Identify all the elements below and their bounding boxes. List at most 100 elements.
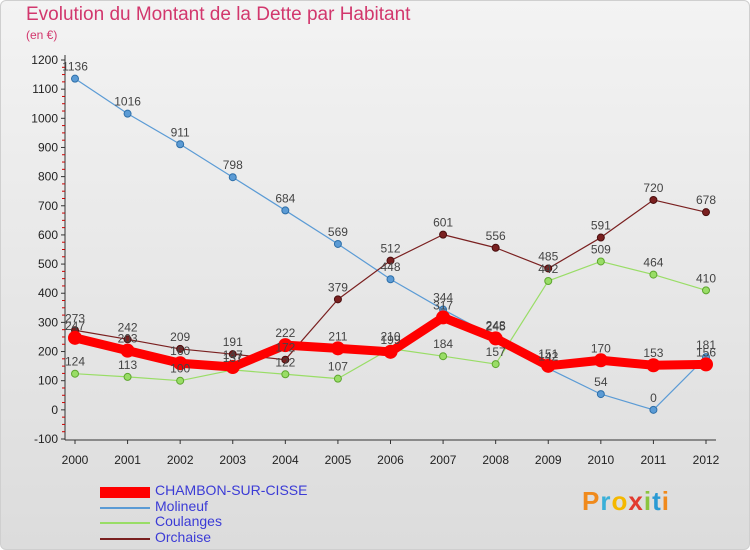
x-tick-label: 2007 (430, 453, 457, 467)
x-tick-label: 2002 (167, 453, 194, 467)
data-point (281, 355, 290, 364)
data-label: 0 (650, 391, 657, 405)
legend-label: CHAMBON-SUR-CISSE (155, 482, 308, 498)
data-label: 142 (538, 349, 558, 363)
data-label: 184 (433, 337, 453, 351)
data-point (383, 344, 398, 359)
data-label: 684 (275, 191, 295, 205)
y-tick-label: 200 (38, 345, 58, 359)
data-label: 222 (275, 326, 295, 340)
data-label: 509 (591, 242, 611, 256)
x-tick-label: 2006 (377, 453, 404, 467)
data-label: 678 (696, 193, 716, 207)
data-label: 556 (486, 229, 506, 243)
data-point (386, 256, 395, 265)
data-label: 485 (538, 249, 558, 263)
x-tick-label: 2005 (325, 453, 352, 467)
data-label: 113 (118, 358, 137, 372)
data-point (491, 243, 500, 252)
data-point (123, 372, 132, 381)
data-point (123, 335, 132, 344)
data-point (281, 206, 290, 215)
data-point (439, 352, 448, 361)
data-label: 601 (433, 216, 453, 230)
y-tick-label: 300 (38, 315, 58, 329)
data-label: 1016 (114, 95, 141, 109)
x-tick-label: 2004 (272, 453, 299, 467)
data-label: 170 (591, 341, 611, 355)
legend-swatch (100, 522, 150, 524)
data-point (176, 376, 185, 385)
data-label: 181 (696, 338, 716, 352)
x-tick-label: 2009 (535, 453, 562, 467)
data-label: 448 (380, 260, 400, 274)
data-point (593, 353, 608, 368)
data-label: 107 (328, 360, 348, 374)
y-tick-label: 1200 (31, 53, 58, 67)
y-tick-label: -100 (34, 432, 58, 446)
y-tick-label: 800 (38, 170, 58, 184)
data-point (488, 331, 503, 346)
data-point (439, 230, 448, 239)
legend-swatch (100, 507, 150, 509)
x-tick-label: 2000 (62, 453, 89, 467)
data-label: 720 (643, 181, 663, 195)
x-tick-label: 2003 (219, 453, 246, 467)
data-label: 210 (380, 330, 400, 344)
data-point (699, 357, 713, 372)
data-label: 410 (696, 271, 716, 285)
data-point (228, 173, 237, 182)
data-label: 247 (65, 319, 85, 333)
x-tick-label: 2010 (587, 453, 614, 467)
legend-swatch (100, 486, 150, 498)
data-point (491, 360, 500, 369)
data-label: 273 (65, 311, 85, 325)
data-label: 157 (486, 345, 506, 359)
data-point (173, 356, 188, 371)
data-point (649, 405, 658, 414)
chart-subtitle: (en €) (26, 28, 58, 42)
y-tick-label: 900 (38, 140, 58, 154)
data-point (596, 257, 605, 266)
data-point (596, 233, 605, 242)
y-tick-label: 500 (38, 257, 58, 271)
data-label: 591 (591, 219, 611, 233)
data-label: 379 (328, 280, 348, 294)
data-point (176, 140, 185, 149)
y-tick-label: 100 (38, 374, 58, 388)
y-tick-label: 400 (38, 286, 58, 300)
legend-label: Molineuf (155, 498, 208, 514)
data-point (544, 276, 553, 285)
data-label: 317 (433, 298, 453, 312)
y-tick-label: 1100 (32, 82, 58, 96)
data-label: 344 (433, 291, 453, 305)
data-label: 151 (538, 347, 558, 361)
data-point (436, 310, 451, 325)
data-point (702, 208, 710, 217)
x-tick-label: 2008 (482, 453, 509, 467)
data-label: 153 (643, 346, 663, 360)
x-tick-label: 2001 (114, 453, 141, 467)
data-point (330, 341, 345, 356)
data-label: 242 (118, 320, 138, 334)
data-label: 211 (328, 329, 347, 343)
data-point (596, 390, 605, 399)
data-point (278, 338, 293, 353)
legend-swatch (100, 538, 150, 540)
y-tick-label: 1000 (31, 111, 58, 125)
data-label: 124 (65, 355, 85, 369)
data-label: 464 (643, 256, 663, 270)
chart-title: Evolution du Montant de la Dette par Hab… (26, 4, 411, 25)
data-label: 203 (118, 332, 138, 346)
data-label: 156 (696, 345, 716, 359)
data-point (120, 343, 135, 358)
data-point (386, 275, 395, 284)
data-label: 100 (170, 362, 190, 376)
proxiti-logo: Proxiti (582, 486, 670, 516)
chart-axes: -100010020030040050060070080090010001100… (31, 53, 719, 467)
data-point (228, 350, 237, 359)
data-label: 911 (171, 125, 190, 139)
y-tick-label: 700 (38, 199, 58, 213)
